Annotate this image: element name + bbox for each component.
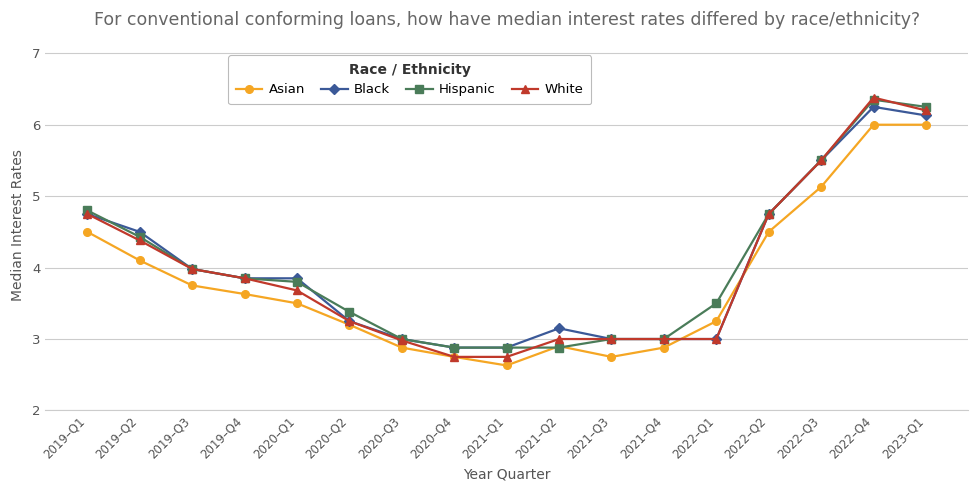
Asian bbox=[395, 345, 407, 351]
White bbox=[448, 354, 460, 360]
Hispanic bbox=[134, 234, 146, 240]
Asian bbox=[815, 184, 826, 190]
Black bbox=[395, 336, 407, 342]
Black bbox=[134, 229, 146, 235]
X-axis label: Year Quarter: Year Quarter bbox=[463, 468, 550, 482]
Hispanic bbox=[186, 266, 198, 272]
Asian bbox=[762, 229, 774, 235]
White bbox=[343, 318, 355, 324]
Black bbox=[605, 336, 617, 342]
Hispanic bbox=[815, 157, 826, 163]
Asian bbox=[343, 322, 355, 328]
Hispanic bbox=[919, 104, 931, 110]
Y-axis label: Median Interest Rates: Median Interest Rates bbox=[11, 149, 25, 301]
Black bbox=[867, 104, 878, 110]
White bbox=[186, 266, 198, 272]
Hispanic bbox=[710, 300, 722, 306]
Line: White: White bbox=[83, 93, 929, 361]
Black bbox=[657, 336, 669, 342]
White bbox=[867, 95, 878, 101]
Hispanic bbox=[762, 211, 774, 217]
White bbox=[290, 287, 302, 293]
White bbox=[501, 354, 512, 360]
White bbox=[605, 336, 617, 342]
Asian bbox=[919, 122, 931, 128]
Black bbox=[81, 211, 93, 217]
White bbox=[134, 238, 146, 244]
Hispanic bbox=[81, 208, 93, 213]
Hispanic bbox=[239, 276, 250, 282]
Line: Black: Black bbox=[84, 104, 928, 351]
Black bbox=[501, 345, 512, 351]
Hispanic bbox=[605, 336, 617, 342]
White bbox=[762, 211, 774, 217]
Black bbox=[290, 276, 302, 282]
Black bbox=[710, 336, 722, 342]
Hispanic bbox=[657, 336, 669, 342]
Hispanic bbox=[553, 345, 564, 351]
Line: Asian: Asian bbox=[83, 121, 929, 369]
Asian bbox=[867, 122, 878, 128]
Legend: Asian, Black, Hispanic, White: Asian, Black, Hispanic, White bbox=[228, 55, 591, 105]
Asian bbox=[710, 318, 722, 324]
Asian bbox=[290, 300, 302, 306]
Black bbox=[815, 157, 826, 163]
Hispanic bbox=[343, 309, 355, 315]
White bbox=[239, 276, 250, 282]
White bbox=[553, 336, 564, 342]
Asian bbox=[186, 282, 198, 288]
Asian bbox=[239, 291, 250, 297]
Black bbox=[239, 276, 250, 282]
Asian bbox=[553, 343, 564, 349]
Hispanic bbox=[867, 97, 878, 103]
Hispanic bbox=[448, 345, 460, 351]
White bbox=[81, 211, 93, 217]
Line: Hispanic: Hispanic bbox=[83, 96, 929, 352]
White bbox=[395, 338, 407, 344]
Title: For conventional conforming loans, how have median interest rates differed by ra: For conventional conforming loans, how h… bbox=[94, 11, 918, 29]
Hispanic bbox=[290, 279, 302, 285]
White bbox=[919, 107, 931, 113]
White bbox=[815, 157, 826, 163]
Hispanic bbox=[395, 336, 407, 342]
Hispanic bbox=[501, 345, 512, 351]
Asian bbox=[605, 354, 617, 360]
Black bbox=[448, 345, 460, 351]
Black bbox=[762, 211, 774, 217]
White bbox=[657, 336, 669, 342]
Black bbox=[343, 318, 355, 324]
Black bbox=[553, 325, 564, 331]
Asian bbox=[501, 362, 512, 368]
Black bbox=[186, 266, 198, 272]
Asian bbox=[134, 257, 146, 263]
White bbox=[710, 336, 722, 342]
Asian bbox=[448, 354, 460, 360]
Asian bbox=[81, 229, 93, 235]
Black bbox=[919, 112, 931, 118]
Asian bbox=[657, 345, 669, 351]
